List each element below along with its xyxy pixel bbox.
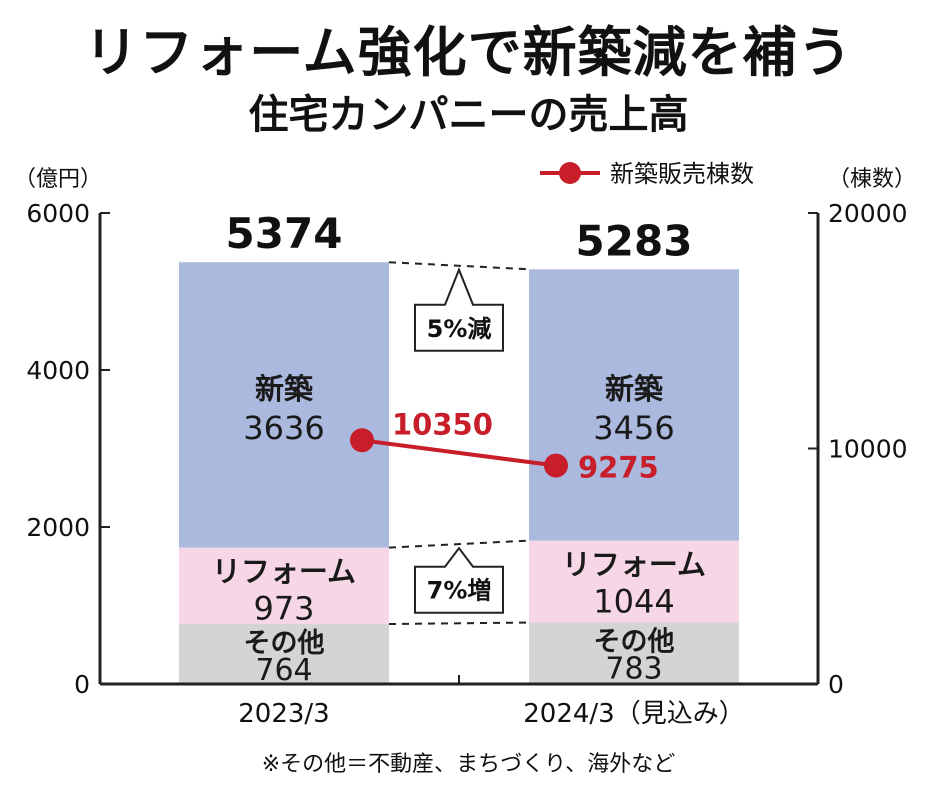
dashed-connector-1 bbox=[388, 539, 530, 549]
annotation-callout-0 bbox=[414, 267, 504, 352]
annotation-label-1: 7%増 bbox=[427, 577, 492, 605]
bar-segment-0-1 bbox=[529, 622, 739, 684]
labels-layer: その他764リフォーム973新築36365374その他783リフォーム1044新… bbox=[212, 209, 706, 688]
legend-marker bbox=[559, 162, 581, 184]
segment-label-value: 764 bbox=[255, 653, 312, 688]
annotation-label-0: 5%減 bbox=[427, 315, 492, 343]
segment-label-name: その他 bbox=[244, 628, 325, 659]
chart-title: リフォーム強化で新築減を補う bbox=[84, 21, 853, 84]
segment-label-value: 973 bbox=[253, 590, 314, 628]
line-series-path bbox=[361, 438, 557, 468]
bar-segment-1-0 bbox=[179, 547, 389, 625]
legend: 新築販売棟数 bbox=[540, 160, 754, 188]
right-axis-tick-label: 0 bbox=[828, 670, 844, 699]
segment-label-value: 1044 bbox=[593, 583, 674, 621]
segment-label-name: その他 bbox=[594, 627, 675, 658]
left-axis-tick-label: 6000 bbox=[26, 199, 90, 228]
left-axis-tick-label: 2000 bbox=[26, 513, 90, 542]
dashed-connector-2 bbox=[388, 621, 530, 626]
segment-label-name: リフォーム bbox=[562, 548, 706, 582]
annotation-callout-1 bbox=[414, 546, 504, 614]
bars-layer bbox=[179, 262, 739, 684]
legend-label-line: 新築販売棟数 bbox=[610, 160, 754, 188]
segment-label-value: 3636 bbox=[243, 409, 324, 447]
footnote: ※その他＝不動産、まちづくり、海外など bbox=[261, 752, 676, 777]
line-point-0 bbox=[350, 428, 374, 453]
line-series-layer: 10350 9275 bbox=[350, 407, 659, 485]
line-point-label-0: 10350 bbox=[392, 407, 493, 441]
bar-total-label: 5374 bbox=[226, 209, 343, 258]
bar-segment-2-1 bbox=[529, 269, 739, 541]
axes-layer: 0 2000 4000 6000 0 10000 20000 2023/3 2024/3（見込み… bbox=[26, 199, 907, 729]
right-axis-tick-label: 20000 bbox=[828, 199, 908, 228]
line-point-label-1: 9275 bbox=[578, 451, 659, 485]
left-axis-tick-label: 0 bbox=[74, 670, 90, 699]
left-axis-tick-label: 4000 bbox=[26, 356, 90, 385]
chart-subtitle: 住宅カンパニーの売上高 bbox=[248, 92, 689, 138]
x-axis-tick-label: 2024/3（見込み） bbox=[523, 699, 744, 729]
bar-segment-0-0 bbox=[179, 624, 389, 684]
bar-segment-1-1 bbox=[529, 540, 739, 623]
segment-label-value: 3456 bbox=[593, 409, 674, 447]
dashed-connector-0 bbox=[388, 261, 530, 271]
left-axis-unit: （億円） bbox=[14, 167, 102, 192]
right-axis-unit: （棟数） bbox=[828, 167, 916, 192]
segment-label-name: 新築 bbox=[255, 372, 314, 406]
bar-total-label: 5283 bbox=[576, 216, 693, 265]
segment-label-value: 783 bbox=[605, 652, 662, 687]
bar-segment-2-0 bbox=[179, 262, 389, 548]
right-axis-tick-label: 10000 bbox=[828, 435, 908, 464]
segment-label-name: 新築 bbox=[605, 372, 664, 406]
connectors-layer: 5%減 7%増 bbox=[388, 261, 530, 626]
line-point-1 bbox=[544, 453, 568, 478]
x-axis-tick-label: 2023/3 bbox=[238, 699, 329, 729]
segment-label-name: リフォーム bbox=[212, 555, 356, 589]
